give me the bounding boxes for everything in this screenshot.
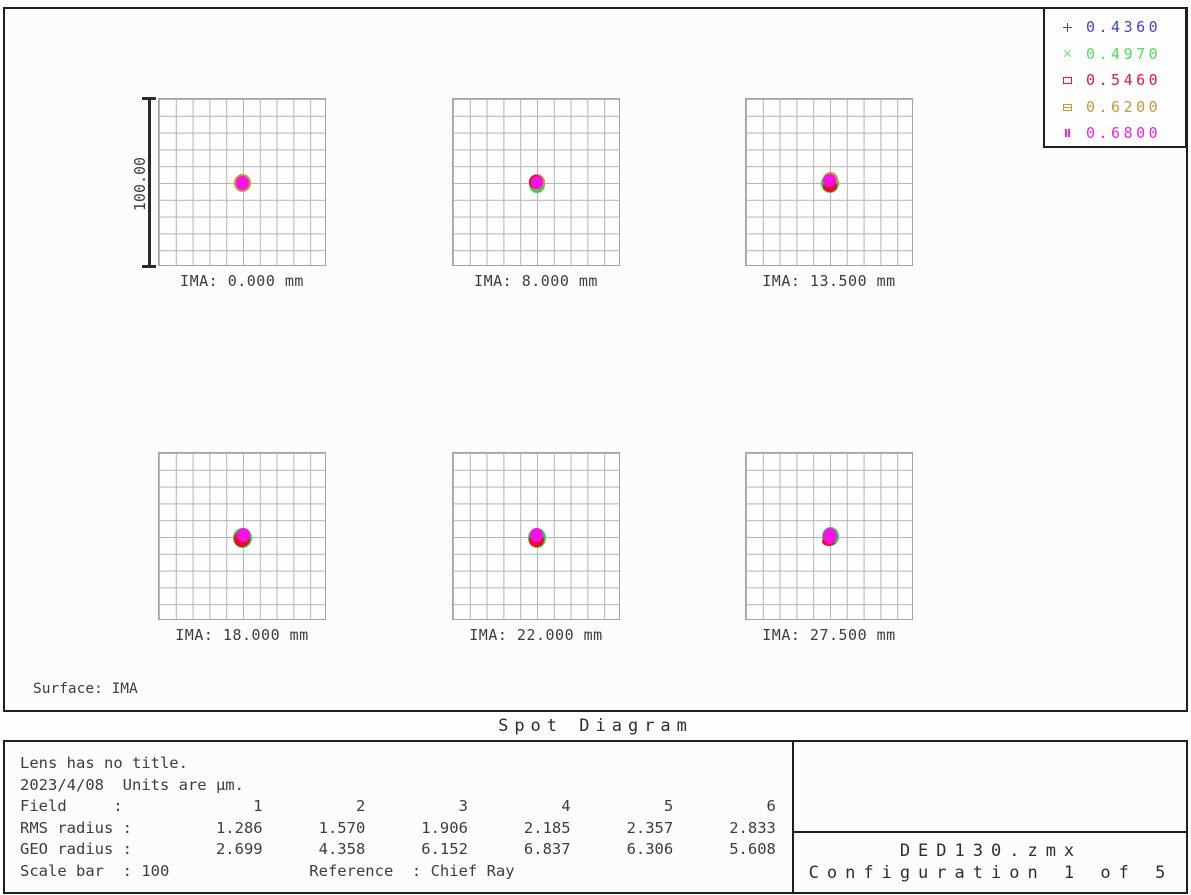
- ima-label: IMA: 18.000 mm: [175, 626, 309, 644]
- spot-grid: [745, 98, 913, 266]
- date-units-line: 2023/4/08 Units are µm.: [20, 775, 244, 794]
- scale-bar-label: 100.00: [131, 156, 149, 212]
- configuration-label: Configuration 1 of 5: [808, 863, 1174, 883]
- spot-grid: [745, 452, 913, 620]
- file-name: DED130.zmx: [899, 841, 1083, 861]
- legend-entry: 0.5460: [1045, 67, 1185, 94]
- spot-cluster-magenta: [530, 176, 543, 189]
- scalebar-reference-row: Scale bar : 100 Reference : Chief Ray: [20, 861, 515, 880]
- rms-radius-row: RMS radius : 1.286 1.570 1.906 2.185 2.3…: [20, 818, 776, 837]
- page-title: Spot Diagram: [498, 716, 693, 736]
- geo-radius-row: GEO radius : 2.699 4.358 6.152 6.837 6.3…: [20, 840, 776, 858]
- plus-marker-icon: [1063, 22, 1072, 32]
- spot-grid: [158, 452, 326, 620]
- spot-grid: [452, 98, 620, 266]
- lens-title-line: Lens has no title.: [20, 754, 188, 772]
- ima-label: IMA: 13.500 mm: [762, 272, 896, 290]
- square-marker-icon: [1063, 77, 1072, 85]
- wavelength-legend: 0.4360 0.4970 0.5460 0.6200 0.6800: [1043, 7, 1187, 148]
- title-band: Spot Diagram: [3, 710, 1188, 742]
- ima-label: IMA: 0.000 mm: [180, 272, 304, 290]
- window-border: [3, 7, 1188, 894]
- file-box-divider: [794, 831, 1188, 833]
- spot-cluster-magenta: [823, 174, 836, 187]
- lens-info-panel: Lens has no title. 2023/4/08 Units are µ…: [3, 742, 793, 893]
- square-stripe-marker-icon: [1063, 103, 1072, 111]
- legend-entry: 0.4970: [1045, 41, 1185, 68]
- footer-vertical-divider: [792, 742, 794, 893]
- scale-bar-bottom-cap: [142, 265, 156, 268]
- file-info-box: DED130.zmx Configuration 1 of 5: [794, 833, 1188, 893]
- spot-cluster-magenta: [237, 527, 250, 542]
- x-marker-icon: [1061, 47, 1074, 60]
- legend-entry: 0.6200: [1045, 94, 1185, 121]
- wavelength-value: 0.6800: [1086, 124, 1162, 143]
- spot-grid: [158, 98, 326, 266]
- scale-bar-top-cap: [142, 97, 156, 100]
- double-bar-marker-icon: [1063, 129, 1072, 138]
- surface-label: Surface: IMA: [33, 681, 138, 697]
- ima-label: IMA: 22.000 mm: [469, 626, 603, 644]
- legend-entry: 0.4360: [1045, 14, 1185, 41]
- field-row: Field : 1 2 3 4 5 6: [20, 797, 776, 815]
- ima-label: IMA: 8.000 mm: [474, 272, 598, 290]
- wavelength-value: 0.6200: [1086, 97, 1162, 116]
- ima-label: IMA: 27.500 mm: [762, 626, 896, 644]
- scale-bar: [148, 97, 151, 267]
- spot-grid: [452, 452, 620, 620]
- spot-cluster-magenta: [822, 527, 837, 544]
- legend-entry: 0.6800: [1045, 120, 1185, 147]
- wavelength-value: 0.5460: [1086, 71, 1162, 90]
- spot-cluster-magenta: [236, 175, 249, 190]
- wavelength-value: 0.4970: [1086, 44, 1162, 63]
- wavelength-value: 0.4360: [1086, 18, 1162, 37]
- spot-cluster-magenta: [530, 527, 543, 542]
